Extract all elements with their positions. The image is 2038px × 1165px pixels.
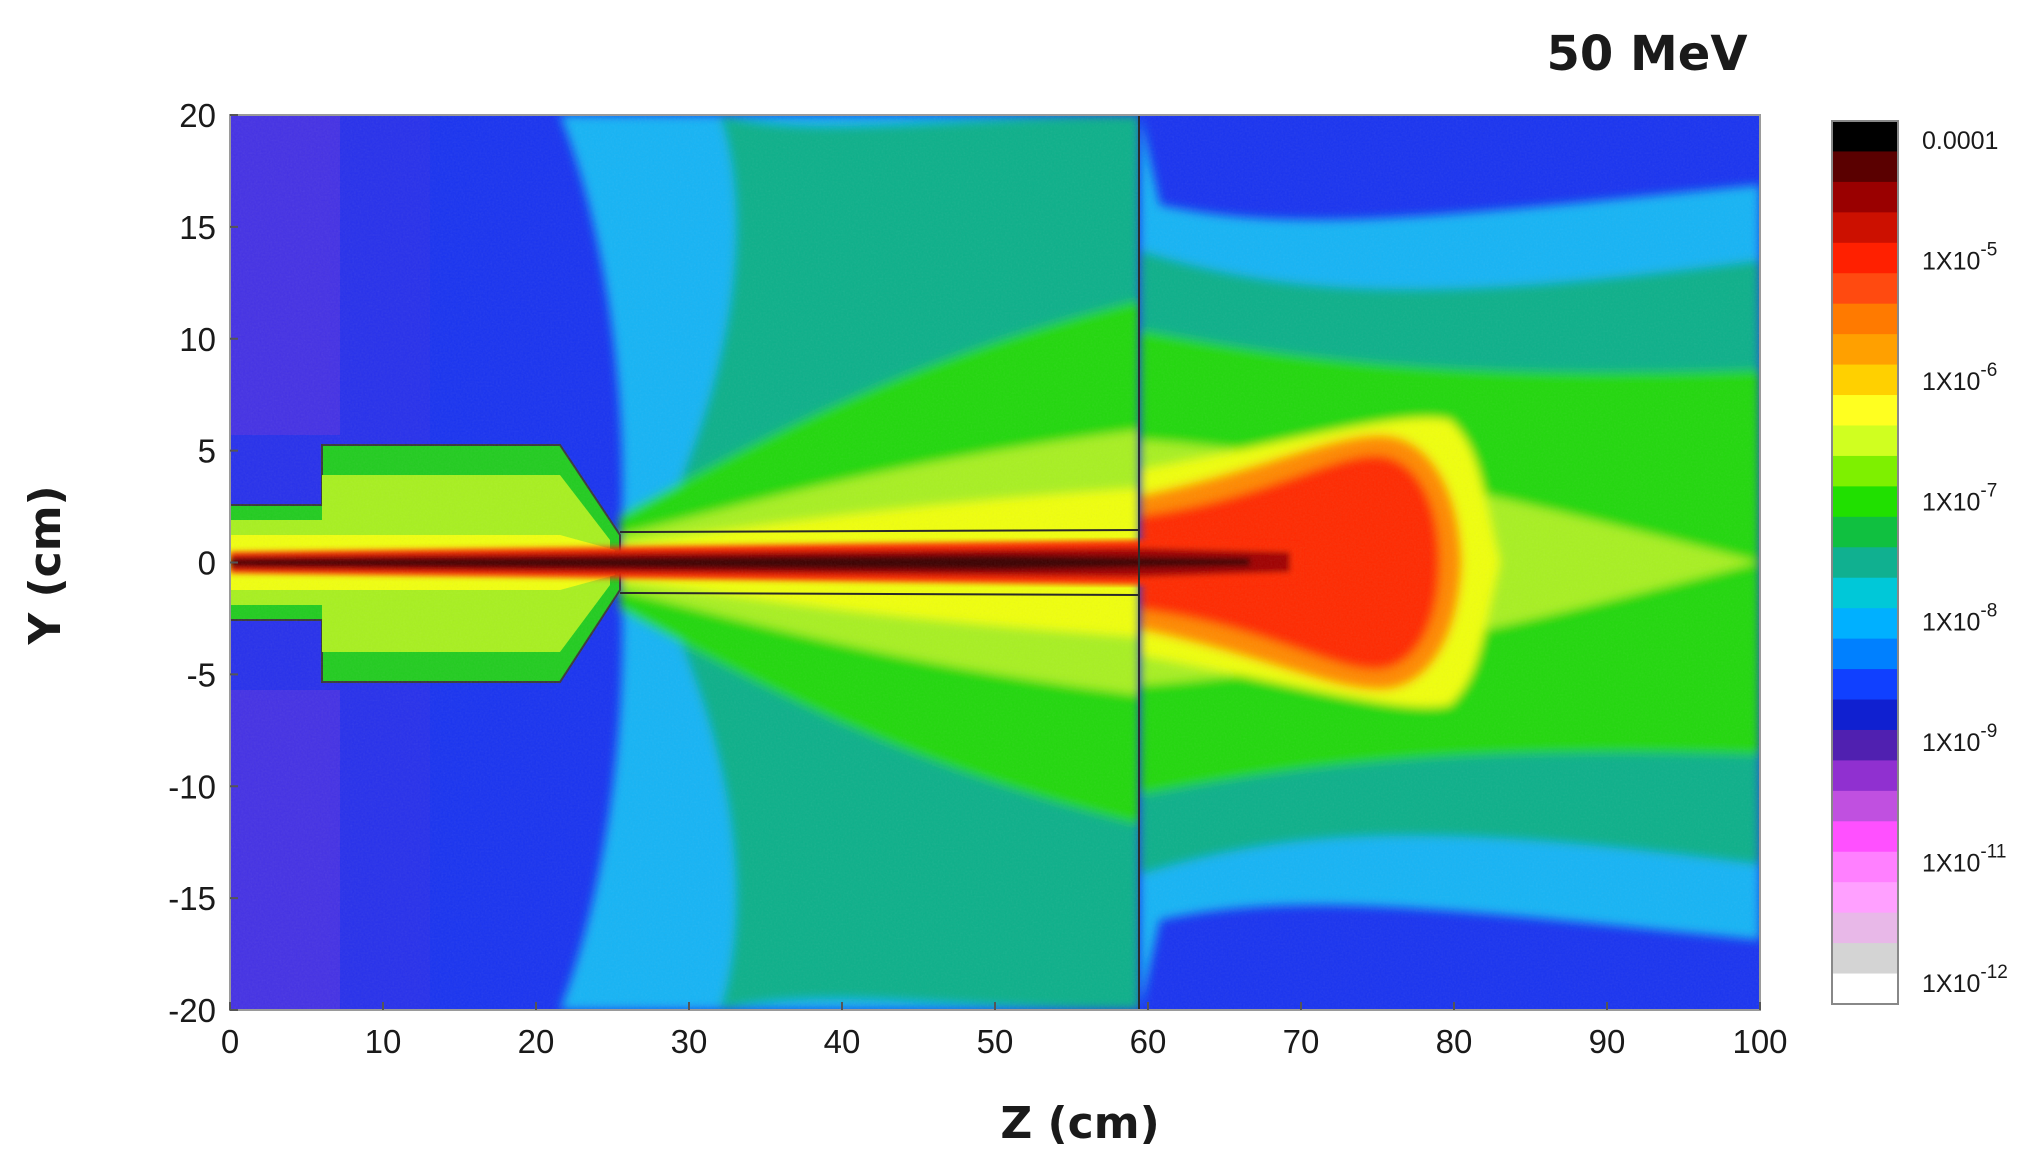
y-axis-title: Y (cm) [20, 485, 71, 645]
colorbar-label: 1X10-7 [1922, 480, 1997, 516]
chart-title: 50 MeV [1547, 26, 1748, 82]
colorbar-label: 1X10-11 [1922, 842, 2006, 878]
colorbar-band [1832, 973, 1898, 1005]
y-tick-label: 5 [198, 433, 216, 470]
y-tick-label: 0 [198, 545, 216, 582]
colorbar [1831, 120, 1899, 1005]
y-tick-label: -10 [168, 768, 216, 805]
colorbar-label: 1X10-9 [1922, 721, 1997, 757]
colorbar-band [1832, 212, 1898, 244]
x-tick-label: 100 [1732, 1023, 1787, 1060]
x-tick-label: 10 [365, 1023, 402, 1060]
colorbar-band [1832, 242, 1898, 274]
colorbar-band [1832, 821, 1898, 853]
colorbar-band [1832, 273, 1898, 305]
x-tick-label: 70 [1283, 1023, 1320, 1060]
colorbar-band [1832, 455, 1898, 487]
x-tick-label: 40 [824, 1023, 861, 1060]
colorbar-band [1832, 334, 1898, 366]
colorbar-label: 1X10-12 [1922, 962, 2008, 998]
colorbar-band [1832, 181, 1898, 213]
x-tick-label: 80 [1436, 1023, 1473, 1060]
y-axis-ticks: 20 15 10 5 0 -5 -10 -15 -20 [168, 97, 238, 1029]
colorbar-band [1832, 699, 1898, 731]
x-tick-label: 50 [977, 1023, 1014, 1060]
colorbar-band [1832, 760, 1898, 792]
beam-pipe-outline [619, 529, 1141, 596]
colorbar-band [1832, 151, 1898, 183]
x-axis-title: Z (cm) [1000, 1098, 1159, 1149]
colorbar-band [1832, 121, 1898, 153]
y-tick-label: -15 [168, 880, 216, 917]
x-tick-label: 90 [1589, 1023, 1626, 1060]
colorbar-band [1832, 638, 1898, 670]
y-tick-label: -20 [168, 992, 216, 1029]
x-tick-label: 0 [221, 1023, 239, 1060]
colorbar-band [1832, 882, 1898, 914]
colorbar-labels: 0.0001 1X10-5 1X10-6 1X10-7 1X10-8 1X10-9 1X10… [1922, 127, 2008, 998]
colorbar-band [1832, 943, 1898, 975]
colorbar-label: 1X10-6 [1922, 360, 1997, 396]
colorbar-band [1832, 669, 1898, 701]
colorbar-band [1832, 425, 1898, 457]
colorbar-band [1832, 912, 1898, 944]
y-tick-label: 15 [179, 209, 216, 246]
x-tick-label: 60 [1130, 1023, 1167, 1060]
heatmap-plot [229, 114, 1761, 1011]
colorbar-label: 1X10-8 [1922, 601, 1997, 637]
x-axis-ticks: 0 10 20 30 40 50 60 70 80 90 100 [221, 1002, 1788, 1060]
colorbar-band [1832, 395, 1898, 427]
colorbar-frame [1831, 120, 1899, 1005]
colorbar-band [1832, 729, 1898, 762]
x-tick-label: 30 [671, 1023, 708, 1060]
colorbar-band [1832, 577, 1898, 609]
y-tick-label: 20 [179, 97, 216, 134]
colorbar-band [1832, 547, 1898, 579]
colorbar-band [1832, 851, 1898, 883]
colorbar-label: 0.0001 [1922, 127, 1998, 155]
y-tick-label: 10 [179, 321, 216, 358]
colorbar-band [1832, 516, 1898, 548]
colorbar-band [1832, 303, 1898, 335]
colorbar-band [1832, 364, 1898, 396]
colorbar-band [1832, 608, 1898, 640]
colorbar-label: 1X10-5 [1922, 239, 1997, 275]
y-tick-label: -5 [187, 656, 216, 693]
colorbar-band [1832, 790, 1898, 822]
colorbar-band [1832, 486, 1898, 518]
x-tick-label: 20 [518, 1023, 555, 1060]
